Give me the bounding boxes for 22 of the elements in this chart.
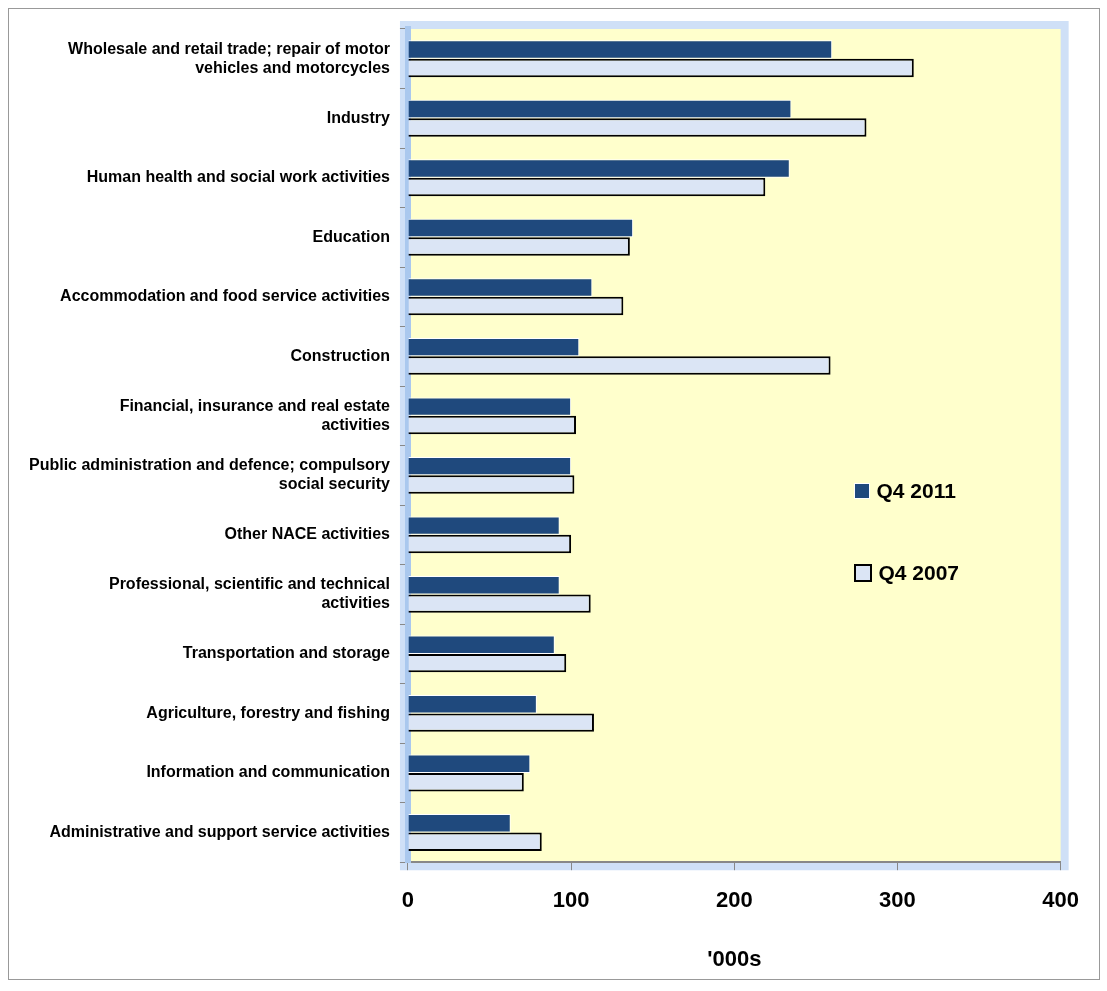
x-tick-label: 100 bbox=[552, 887, 590, 913]
y-tick-label: Industry bbox=[326, 108, 391, 126]
x-tick-label: 200 bbox=[715, 887, 753, 913]
y-tick-label: Public administration and defence; compulsory social security bbox=[29, 456, 391, 493]
x-axis-title: '000s bbox=[707, 945, 762, 971]
y-tick-label: Construction bbox=[290, 346, 390, 364]
y-tick-label: Education bbox=[312, 227, 390, 245]
x-tick-label: 300 bbox=[879, 887, 916, 913]
legend-label: Q4 2007 bbox=[878, 561, 959, 585]
y-tick-label: Human health and social work activities bbox=[86, 168, 391, 186]
y-tick-label: Information and communication bbox=[146, 763, 390, 781]
y-tick-label: Administrative and support service activities bbox=[49, 822, 391, 840]
y-tick-label: Professional, scientific and technical activities bbox=[108, 575, 391, 612]
x-tick-label: 400 bbox=[1042, 887, 1080, 913]
y-tick-label: Other NACE activities bbox=[224, 525, 391, 543]
y-tick-label: Accommodation and food service activities bbox=[60, 287, 391, 305]
y-tick-label: Financial, insurance and real estate activities bbox=[119, 396, 391, 433]
y-tick-label: Transportation and storage bbox=[182, 644, 391, 662]
y-tick-label: Agriculture, forestry and fishing bbox=[146, 703, 390, 721]
x-tick-label: 0 bbox=[401, 887, 415, 913]
y-tick-label: Wholesale and retail trade; repair of motor vehicles and motorcycles bbox=[68, 39, 391, 76]
legend-label: Q4 2011 bbox=[876, 479, 956, 503]
